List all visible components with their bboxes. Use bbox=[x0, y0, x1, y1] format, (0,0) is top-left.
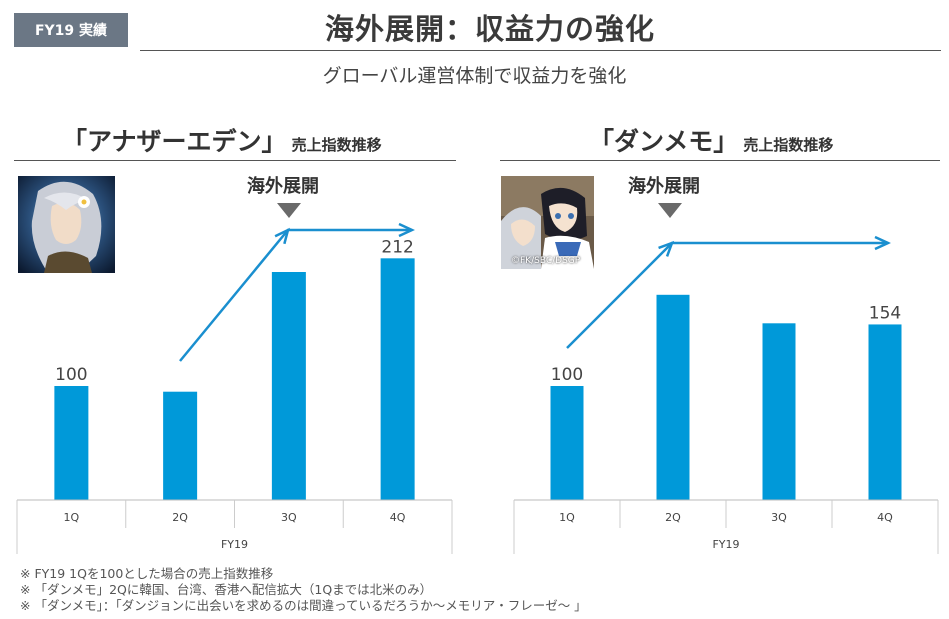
panel-title-another-eden: 「アナザーエデン」 売上指数推移 bbox=[62, 122, 382, 158]
bar-3Q bbox=[271, 272, 306, 500]
game-icon-another-eden bbox=[18, 176, 115, 273]
overseas-marker-triangle-left bbox=[277, 203, 301, 218]
tick-label-3Q: 3Q bbox=[771, 511, 787, 524]
page-subtitle: グローバル運営体制で収益力を強化 bbox=[322, 65, 627, 87]
bar-2Q bbox=[163, 391, 198, 500]
copyright-caption: ©FK/SBC/DSGP bbox=[511, 256, 581, 266]
bar-4Q bbox=[868, 324, 902, 500]
tick-label-4Q: 4Q bbox=[877, 511, 893, 524]
growth-arrow bbox=[566, 241, 888, 349]
title-divider bbox=[140, 50, 941, 51]
game-icon-danmemo: ©FK/SBC/DSGP bbox=[501, 176, 594, 269]
page-title: 海外展開：収益力の強化 bbox=[324, 12, 655, 46]
panel-divider-left bbox=[14, 160, 456, 161]
data-label-4Q: 154 bbox=[869, 303, 901, 323]
arrow-head-bend bbox=[658, 240, 675, 257]
arrow-head-end bbox=[398, 222, 415, 238]
data-label-1Q: 100 bbox=[55, 365, 87, 385]
tick-label-3Q: 3Q bbox=[281, 511, 297, 524]
overseas-marker-label-left: 海外展開 bbox=[247, 176, 319, 197]
bar-3Q bbox=[762, 323, 796, 500]
panel-title-main: 「ダンメモ」 bbox=[589, 127, 739, 156]
panel-title-danmemo: 「ダンメモ」 売上指数推移 bbox=[589, 122, 833, 158]
overseas-marker-triangle-right bbox=[658, 203, 682, 218]
bar-4Q bbox=[380, 258, 415, 500]
tick-label-1Q: 1Q bbox=[64, 511, 80, 524]
x-axis-label: FY19 bbox=[221, 538, 248, 551]
data-label-4Q: 212 bbox=[381, 237, 413, 257]
x-axis-label: FY19 bbox=[712, 538, 739, 551]
tick-label-4Q: 4Q bbox=[390, 511, 406, 524]
overseas-marker-label-right: 海外展開 bbox=[628, 176, 700, 197]
footnotes: ※ FY19 1Qを100とした場合の売上指数推移 ※ 「ダンメモ」2Qに韓国、… bbox=[20, 566, 587, 614]
fy19-tag: FY19 実績 bbox=[14, 13, 128, 47]
panel-title-main: 「アナザーエデン」 bbox=[62, 127, 287, 156]
footnote-3: ※ 「ダンメモ」：「ダンジョンに出会いを求めるのは間違っているだろうか～メモリア… bbox=[20, 598, 587, 613]
tick-label-1Q: 1Q bbox=[559, 511, 575, 524]
footnote-2: ※ 「ダンメモ」2Qに韓国、台湾、香港へ配信拡大（1Qまでは北米のみ） bbox=[20, 582, 433, 597]
bar-1Q bbox=[54, 386, 89, 500]
panel-divider-right bbox=[500, 160, 940, 161]
arrow-head-end bbox=[874, 235, 891, 251]
bar-1Q bbox=[550, 386, 584, 500]
panel-title-sub: 売上指数推移 bbox=[743, 136, 834, 154]
panel-title-sub: 売上指数推移 bbox=[291, 136, 382, 154]
footnote-1: ※ FY19 1Qを100とした場合の売上指数推移 bbox=[20, 566, 274, 581]
arrow-head-bend bbox=[274, 227, 290, 245]
bar-2Q bbox=[656, 294, 690, 500]
tick-label-2Q: 2Q bbox=[172, 511, 188, 524]
data-label-1Q: 100 bbox=[551, 365, 583, 385]
tick-label-2Q: 2Q bbox=[665, 511, 681, 524]
